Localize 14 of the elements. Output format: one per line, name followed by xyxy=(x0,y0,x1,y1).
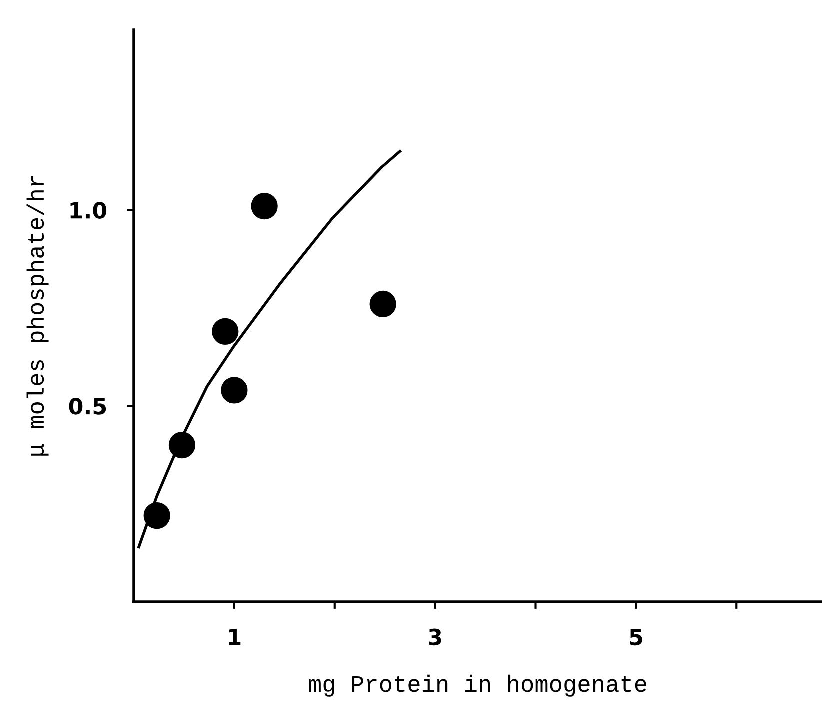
x-tick-label: 1 xyxy=(229,629,241,646)
y-tick-label: 0.5 xyxy=(69,398,106,415)
point xyxy=(168,432,196,459)
point xyxy=(370,290,396,318)
x-tick-label: 3 xyxy=(429,628,442,646)
point xyxy=(251,192,278,220)
point xyxy=(144,502,170,530)
y-tick-label: 1.0 xyxy=(70,202,107,219)
line-series xyxy=(138,150,402,549)
x-tick-label: 5 xyxy=(630,629,642,646)
x-axis-title: mg Protein in homogenate xyxy=(309,674,646,697)
point xyxy=(221,377,248,404)
y-axis-title: μ moles phosphate/hr xyxy=(26,176,49,456)
point xyxy=(212,318,239,345)
